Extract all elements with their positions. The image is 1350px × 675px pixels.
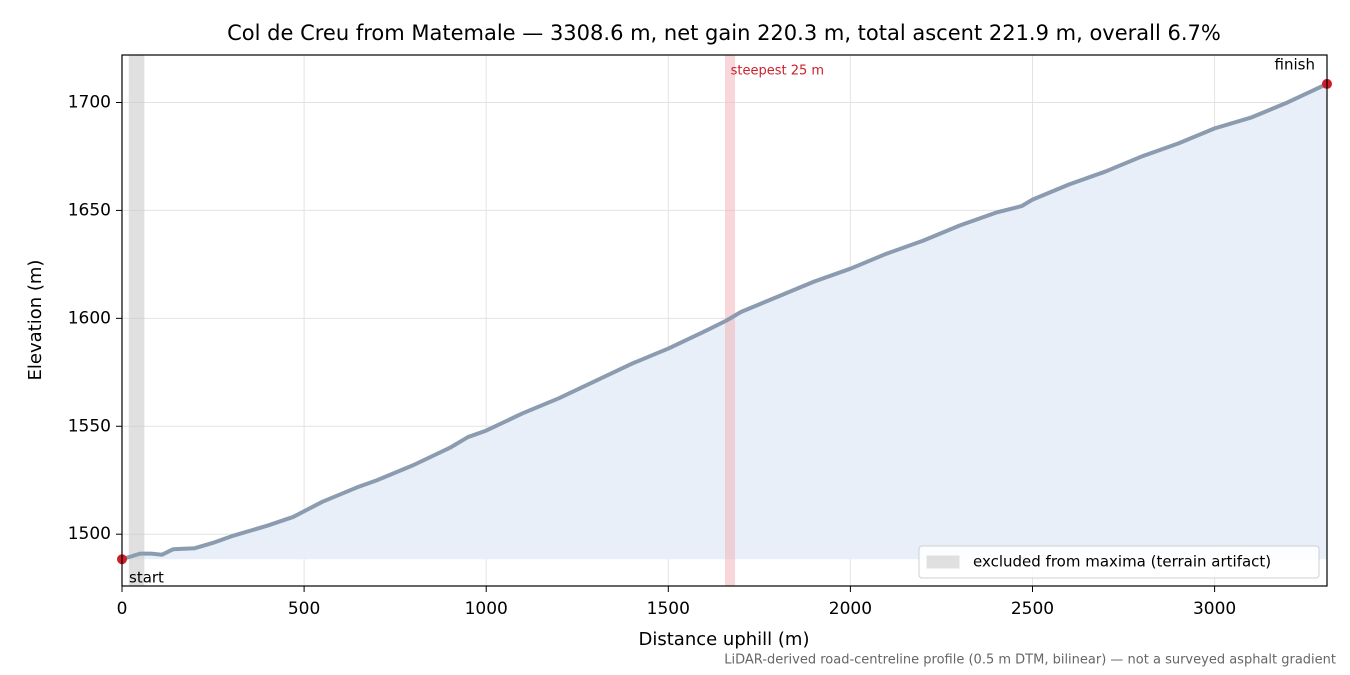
y-tick-label: 1500 bbox=[68, 524, 111, 544]
y-tick-label: 1600 bbox=[68, 308, 111, 328]
legend-box bbox=[918, 545, 1320, 579]
legend-swatch bbox=[926, 555, 960, 569]
chart-title: Col de Creu from Matemale — 3308.6 m, ne… bbox=[227, 21, 1221, 45]
span bbox=[128, 54, 145, 587]
y-tick-label: 1550 bbox=[68, 416, 111, 436]
finish-label: finish bbox=[1275, 55, 1315, 73]
footnote: LiDAR-derived road-centreline profile (0… bbox=[724, 653, 1336, 668]
x-tick-label: 3000 bbox=[1193, 599, 1236, 619]
y-tick-label: 1700 bbox=[68, 92, 111, 112]
y-axis-label: Elevation (m) bbox=[25, 260, 46, 381]
span-label: steepest 25 m bbox=[731, 64, 824, 79]
legend-label: excluded from maxima (terrain artifact) bbox=[973, 553, 1271, 571]
y-tick-label: 1650 bbox=[68, 200, 111, 220]
x-tick-label: 0 bbox=[117, 599, 128, 619]
x-axis-label: Distance uphill (m) bbox=[639, 629, 810, 650]
x-tick-label: 1500 bbox=[647, 599, 690, 619]
elevation-line bbox=[121, 82, 1328, 562]
x-tick-label: 500 bbox=[288, 599, 320, 619]
x-tick-label: 2000 bbox=[829, 599, 872, 619]
x-tick-label: 2500 bbox=[1011, 599, 1054, 619]
x-tick-label: 1000 bbox=[465, 599, 508, 619]
start-label: start bbox=[129, 569, 164, 587]
plot-frame bbox=[121, 54, 1328, 587]
